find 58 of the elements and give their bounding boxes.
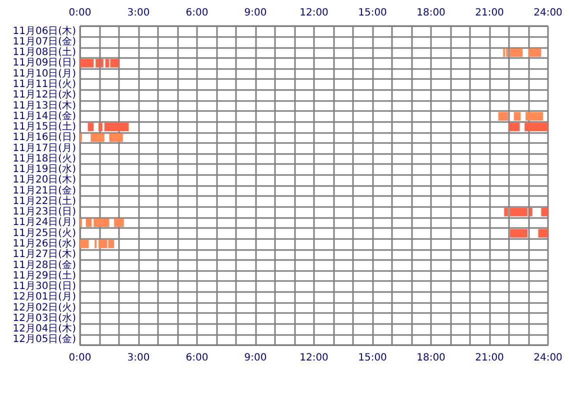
x-tick-label: 15:00 xyxy=(358,352,387,364)
x2-tick-label: 3:00 xyxy=(127,8,150,18)
y-tick-label: 11月21日(金) xyxy=(12,184,76,196)
y-tick-label: 11月17日(月) xyxy=(12,142,76,154)
y-tick-label: 11月29日(土) xyxy=(12,269,76,282)
y-tick-label: 11月28日(金) xyxy=(12,258,76,271)
x-tick-label: 9:00 xyxy=(244,352,267,364)
bar xyxy=(94,218,110,227)
y-tick-label: 11月11日(火) xyxy=(12,78,76,90)
bar xyxy=(524,122,548,132)
y-tick-label: 11月09日(日) xyxy=(12,58,76,69)
bar xyxy=(514,112,521,121)
bar xyxy=(90,133,104,142)
y-tick-label: 12月05日(金) xyxy=(12,333,76,346)
y-tick-label: 11月25日(火) xyxy=(12,226,76,239)
y-tick-label: 11月15日(土) xyxy=(12,120,76,133)
y-tick-label: 11月13日(木) xyxy=(12,99,76,112)
x2-tick-label: 9:00 xyxy=(244,8,267,18)
x-tick-label: 12:00 xyxy=(300,352,328,364)
x-tick-label: 0:00 xyxy=(68,352,92,364)
bar xyxy=(510,48,523,57)
x-tick-label: 18:00 xyxy=(416,352,446,364)
x-tick-label: 6:00 xyxy=(186,352,208,364)
y-tick-label: 11月14日(金) xyxy=(12,110,76,122)
y-tick-label: 11月18日(火) xyxy=(12,152,76,164)
y-tick-label: 11月26日(水) xyxy=(12,237,76,250)
y-tick-label: 11月08日(土) xyxy=(12,46,76,58)
y-tick-label: 11月06日(木) xyxy=(12,24,76,37)
bar xyxy=(526,112,544,121)
y-tick-label: 11月23日(日) xyxy=(12,206,76,218)
bar xyxy=(86,218,92,227)
y-tick-label: 11月16日(日) xyxy=(12,132,76,144)
y-tick-label: 12月02日(火) xyxy=(12,301,76,314)
bar xyxy=(80,240,89,248)
y-tick-label: 12月03日(水) xyxy=(12,312,76,324)
x2-tick-label: 12:00 xyxy=(300,8,328,18)
y-tick-label: 11月24日(月) xyxy=(12,217,76,228)
x2-tick-label: 15:00 xyxy=(358,8,387,18)
bar xyxy=(498,112,508,121)
x2-tick-label: 6:00 xyxy=(186,8,208,18)
bar xyxy=(109,133,123,142)
y-tick-label: 11月12日(水) xyxy=(12,88,76,101)
y-tick-label: 11月27日(木) xyxy=(12,248,76,260)
x2-tick-label: 21:00 xyxy=(475,8,504,18)
x-tick-label: 21:00 xyxy=(475,352,504,364)
x2-tick-label: 24:00 xyxy=(534,8,562,18)
y-tick-label: 11月30日(日) xyxy=(12,281,76,292)
x-tick-label: 3:00 xyxy=(127,352,150,364)
x2-tick-label: 0:00 xyxy=(68,8,92,18)
y-tick-label: 11月22日(土) xyxy=(12,194,76,207)
y-tick-label: 12月04日(木) xyxy=(12,322,76,335)
x2-tick-label: 18:00 xyxy=(416,8,446,18)
y-tick-label: 11月19日(水) xyxy=(12,163,76,176)
y-tick-label: 12月01日(月) xyxy=(12,292,76,303)
y-tick-label: 11月10日(月) xyxy=(12,68,76,80)
x-tick-label: 24:00 xyxy=(534,352,562,364)
y-tick-label: 11月07日(金) xyxy=(12,35,76,48)
y-tick-label: 11月20日(木) xyxy=(12,174,76,186)
